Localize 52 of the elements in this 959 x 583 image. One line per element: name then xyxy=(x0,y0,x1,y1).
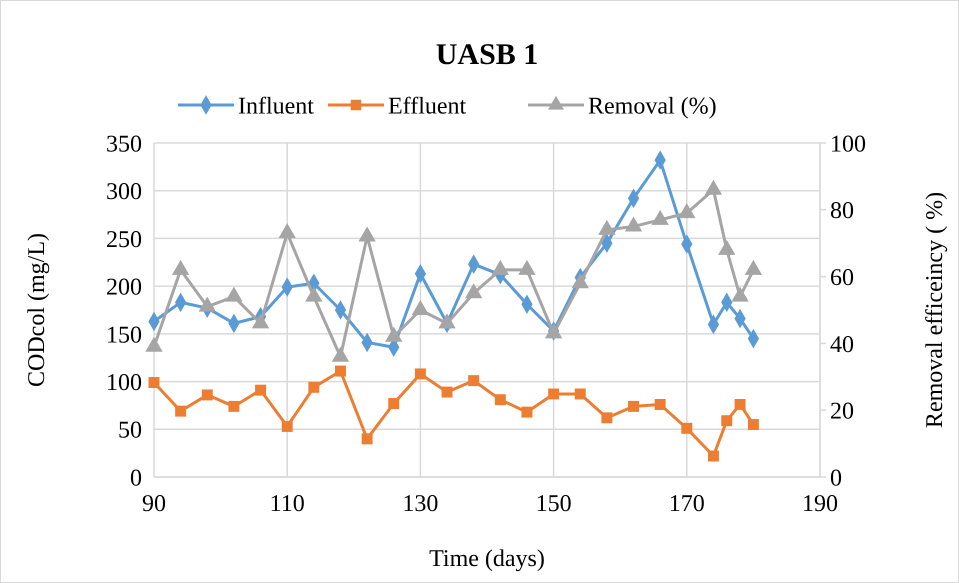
legend-label: Effluent xyxy=(388,93,467,120)
point xyxy=(148,377,160,388)
x-tick-label: 150 xyxy=(536,491,572,517)
y-tick-label: 0 xyxy=(130,465,142,492)
x-tick-label: 170 xyxy=(668,491,705,517)
y-tick-label: 150 xyxy=(106,322,142,348)
y-tick-label: 100 xyxy=(106,370,142,396)
point xyxy=(202,389,213,400)
point xyxy=(362,433,373,444)
y-tick-label: 300 xyxy=(106,179,142,206)
y2-tick-label: 60 xyxy=(830,265,854,291)
legend-label: Influent xyxy=(238,93,314,120)
point xyxy=(442,386,453,398)
y2-tick-label: 80 xyxy=(830,198,854,224)
y2-axis-title: Removal efficeincy ( %) xyxy=(922,192,948,428)
y-tick-label: 250 xyxy=(106,226,142,253)
x-tick-label: 110 xyxy=(270,491,305,517)
point xyxy=(721,415,732,426)
y-tick-label: 50 xyxy=(118,418,142,444)
x-tick-label: 130 xyxy=(402,491,438,517)
point xyxy=(708,450,719,462)
point xyxy=(468,375,480,386)
y-tick-label: 350 xyxy=(106,131,142,158)
point xyxy=(308,382,320,393)
y-axis-title: CODcol (mg/L) xyxy=(24,233,50,387)
point xyxy=(681,422,692,434)
point xyxy=(628,400,639,412)
point xyxy=(282,420,293,432)
point xyxy=(601,412,612,424)
point xyxy=(388,398,400,409)
y-tick-label: 200 xyxy=(106,274,142,301)
point xyxy=(255,384,266,396)
y2-tick-label: 20 xyxy=(830,398,854,425)
point xyxy=(548,388,560,400)
x-tick-label: 190 xyxy=(802,491,838,517)
point xyxy=(175,406,186,417)
x-axis-title: Time (days) xyxy=(429,546,545,572)
point xyxy=(494,394,506,406)
point xyxy=(748,419,759,430)
legend-label: Removal (%) xyxy=(588,93,717,120)
point xyxy=(414,368,426,380)
point xyxy=(335,366,346,377)
y2-tick-label: 100 xyxy=(830,131,866,158)
chart-title: UASB 1 xyxy=(436,38,538,71)
point xyxy=(574,388,586,400)
point xyxy=(228,400,240,412)
y2-tick-label: 0 xyxy=(830,465,842,492)
point xyxy=(654,398,666,410)
point xyxy=(521,406,532,418)
x-tick-label: 90 xyxy=(142,491,166,517)
y2-tick-label: 40 xyxy=(830,332,854,358)
point xyxy=(734,398,746,410)
